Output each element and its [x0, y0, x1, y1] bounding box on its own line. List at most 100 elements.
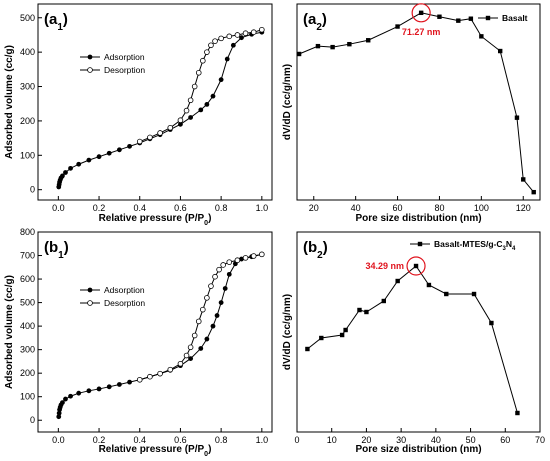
data-point [489, 320, 494, 326]
data-point [76, 161, 82, 167]
data-point [381, 298, 386, 304]
data-point [218, 77, 224, 83]
data-point [198, 346, 204, 351]
x-axis-label-text: Pore size distribution (nm) [355, 444, 481, 455]
data-point [226, 259, 233, 265]
legend-label: Basalt [502, 13, 528, 23]
x-axis-label: Pore size distribution (nm) [355, 213, 481, 224]
x-tick-label: 20 [361, 435, 371, 445]
panel-label: (b2) [303, 239, 328, 261]
data-point [198, 107, 204, 113]
y-axis-label: dV/dD (cc/g/nm) [282, 294, 293, 370]
data-point [63, 396, 68, 402]
panel-label-sub: 2 [317, 250, 323, 261]
y-tick-label: 800 [20, 227, 35, 237]
x-tick-label: 0.2 [93, 203, 106, 213]
data-point [188, 115, 194, 120]
plot-frame [37, 3, 273, 201]
x-axis-label: Relative pressure (P/P0) [99, 213, 212, 227]
x-tick-label: 120 [516, 203, 531, 213]
data-point [195, 69, 202, 76]
peak-highlight-circle [411, 3, 431, 23]
data-point [212, 38, 218, 44]
data-point [426, 282, 432, 288]
data-point [315, 43, 321, 49]
data-point [195, 318, 202, 325]
y-axis-label: Adsorbed volume (cc/g) [4, 275, 15, 389]
legend-item: Desorption [80, 65, 145, 75]
x-tick-label: 0 [294, 435, 299, 445]
x-tick-label: 60 [500, 435, 510, 445]
data-point [224, 56, 230, 62]
x-tick-label: 0.4 [133, 435, 146, 445]
x-tick-label: 100 [474, 203, 489, 213]
plot-frame [296, 231, 541, 433]
data-point [418, 10, 424, 16]
y-tick-label: 300 [20, 82, 35, 92]
data-point [68, 165, 73, 171]
series-line [139, 253, 262, 381]
data-point [208, 283, 214, 289]
data-point [437, 14, 442, 19]
data-point [497, 48, 503, 54]
data-point [76, 390, 82, 396]
data-point [296, 51, 302, 57]
data-point [531, 189, 536, 195]
data-point [514, 115, 520, 120]
data-point [127, 143, 132, 149]
data-point [330, 44, 335, 50]
legend-label: Basalt-MTES/g-C3N4 [434, 239, 516, 252]
data-point [183, 107, 190, 114]
data-point [305, 346, 310, 352]
x-tick-label: 0.8 [215, 203, 228, 213]
x-tick-label: 0.6 [174, 203, 187, 213]
data-point [127, 379, 132, 385]
data-point [204, 295, 210, 301]
data-point [339, 332, 345, 338]
panel-a1: 0.0 0.2 0.4 0.6 0.8 1.0 0 100 200 300 400 500 Relati… [4, 3, 273, 227]
data-point [200, 306, 206, 313]
data-point [222, 286, 228, 291]
series-b2-0 [305, 263, 520, 416]
peak-highlight-circle [406, 256, 426, 276]
y-tick-label: 0 [30, 415, 35, 425]
x-tick-label: 1.0 [256, 435, 269, 445]
data-point [242, 255, 249, 261]
data-point [515, 410, 520, 416]
legend-item: Basalt-MTES/g-C3N4 [410, 239, 516, 252]
y-axis-label: dV/dD (cc/g/nm) [282, 64, 293, 140]
data-point [183, 352, 190, 359]
data-point [347, 41, 352, 47]
data-point [167, 366, 174, 373]
panel-label-close: ) [322, 11, 327, 28]
panel-b2: 0 10 20 30 40 50 60 70 Pore size distribution (n… [282, 231, 545, 455]
panel-label-sub: 1 [57, 22, 63, 33]
y-tick-label: 400 [20, 321, 35, 331]
y-tick-label: 300 [20, 345, 35, 355]
data-point [218, 35, 224, 42]
data-point [116, 382, 122, 387]
data-point [86, 388, 92, 394]
series-a1-1 [136, 26, 265, 145]
legend-label: Adsorption [104, 52, 145, 62]
data-point [366, 38, 371, 43]
x-axis-label: Pore size distribution (nm) [355, 444, 481, 455]
legend-label-sub: 3 [502, 246, 506, 252]
panel-label-close: ) [323, 239, 328, 256]
panel-label-letter: (a [44, 11, 58, 28]
y-tick-label: 200 [20, 368, 35, 378]
data-point [226, 271, 232, 277]
data-point [220, 262, 226, 268]
data-point [230, 42, 236, 48]
data-point [444, 291, 449, 297]
y-tick-label: 0 [30, 185, 35, 195]
data-point [63, 170, 68, 175]
x-tick-label: 0.0 [52, 203, 65, 213]
peak-annotation: 71.27 nm [402, 27, 441, 37]
series-line [307, 265, 518, 414]
legend-label: Desorption [104, 298, 145, 308]
y-tick-label: 400 [20, 47, 35, 57]
x-axis-label-text: Relative pressure (P/P [99, 444, 205, 455]
data-point [68, 393, 73, 399]
